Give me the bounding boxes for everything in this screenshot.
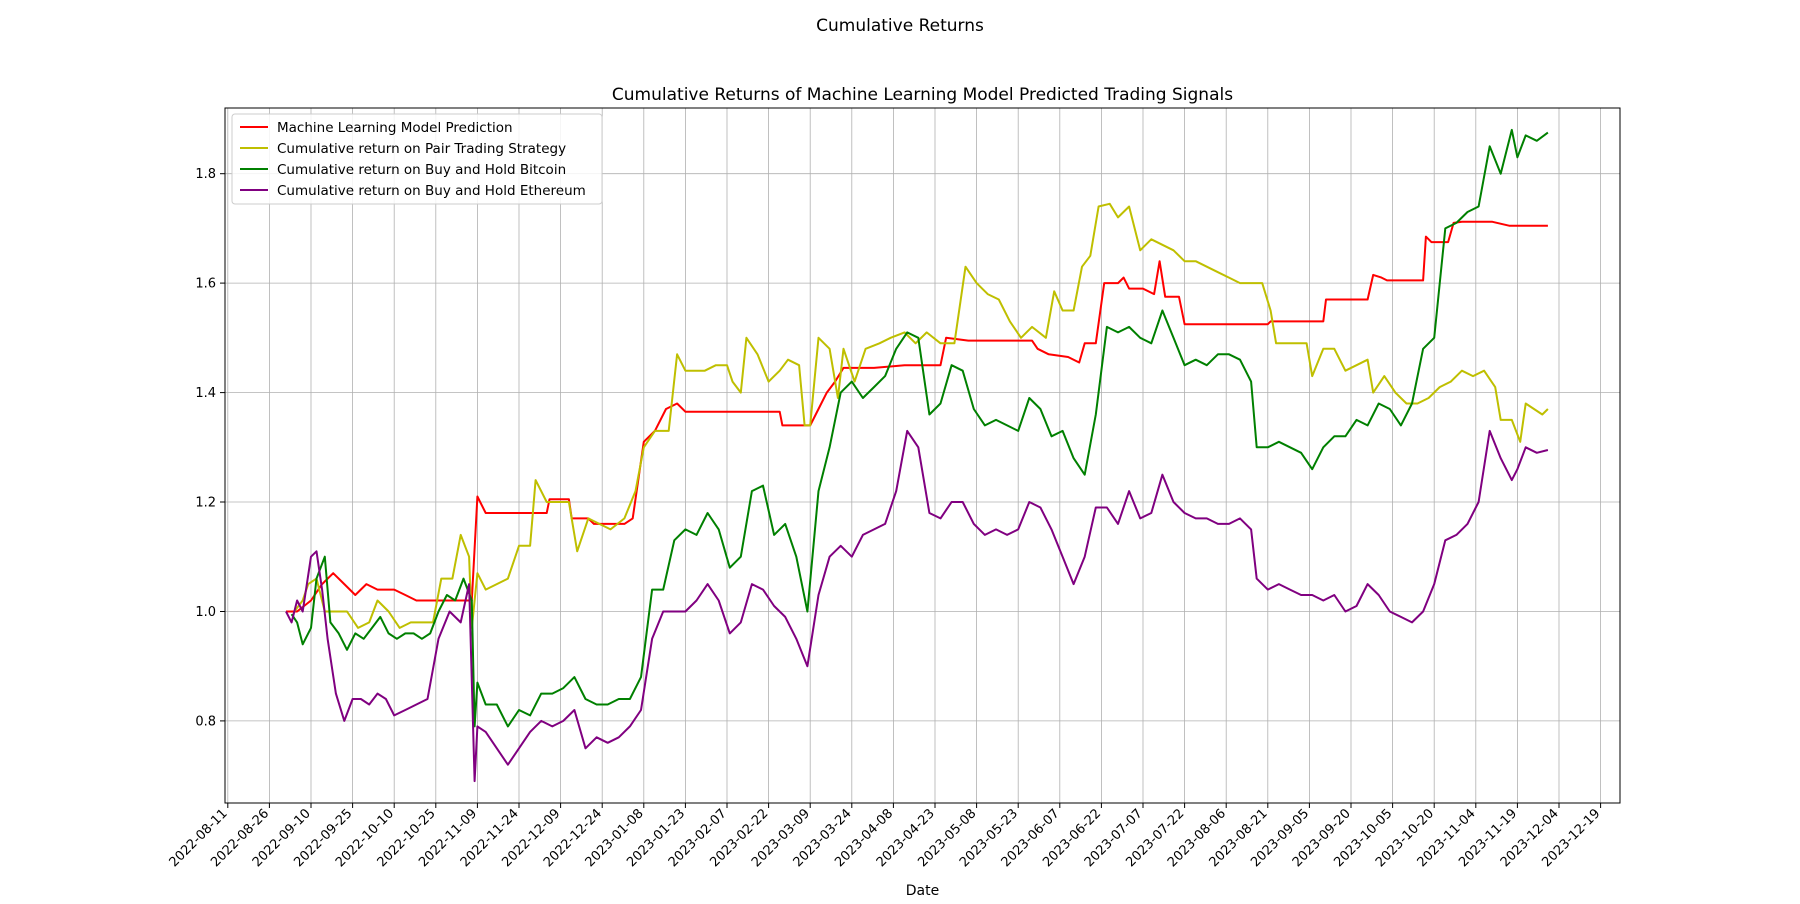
legend-box xyxy=(231,113,603,205)
series-line-1 xyxy=(286,220,1548,613)
plot-frame xyxy=(224,107,1621,804)
series-line-2 xyxy=(293,202,1549,629)
y-tick-label: 1.0 xyxy=(195,605,216,620)
chart-title: Cumulative Returns of Machine Learning M… xyxy=(612,85,1233,105)
series-group xyxy=(285,128,1549,783)
x-axis: 2022-08-112022-08-262022-09-102022-09-25… xyxy=(167,803,1603,870)
legend-label-3: Cumulative return on Buy and Hold Bitcoi… xyxy=(277,162,566,178)
y-tick-label: 0.8 xyxy=(195,714,216,729)
legend-label-1: Machine Learning Model Prediction xyxy=(277,120,513,136)
series-line-3 xyxy=(290,128,1549,728)
y-axis: 0.8 1.0 1.2 1.4 1.6 1.8 xyxy=(195,167,225,729)
y-tick-label: 1.4 xyxy=(195,386,216,401)
legend-label-2: Cumulative return on Pair Trading Strate… xyxy=(277,141,566,157)
grid xyxy=(225,108,1620,803)
series-line-4 xyxy=(285,429,1549,783)
legend: Machine Learning Model Prediction Cumulat… xyxy=(231,113,603,205)
y-tick-label: 1.2 xyxy=(195,496,216,511)
y-tick-label: 1.6 xyxy=(195,277,216,292)
figure-suptitle: Cumulative Returns xyxy=(816,16,984,36)
x-axis-label: Date xyxy=(906,883,939,899)
legend-label-4: Cumulative return on Buy and Hold Ethere… xyxy=(277,183,586,199)
y-tick-label: 1.8 xyxy=(195,167,216,182)
